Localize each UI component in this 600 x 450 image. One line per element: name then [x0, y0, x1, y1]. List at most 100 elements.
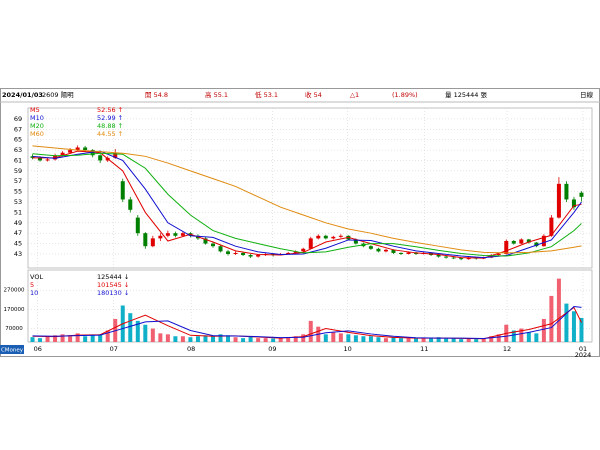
candle-body: [301, 248, 306, 252]
y-tick-label: 69: [14, 115, 22, 123]
legend-value: 52.56 ↑: [97, 106, 123, 114]
header-field: △1: [350, 91, 359, 99]
header-field: 日線: [580, 90, 594, 99]
vol-ma-line: [32, 306, 582, 340]
x-tick-label: 09: [268, 345, 276, 353]
candle-body: [338, 235, 343, 237]
volume-bar: [556, 278, 561, 342]
candle-body: [444, 256, 449, 258]
volume-bar: [233, 337, 238, 342]
candle-body: [210, 243, 215, 247]
y-tick-label: 55: [14, 188, 22, 196]
candle-body: [308, 238, 313, 249]
volume-bar: [241, 338, 246, 342]
x-tick-label: 07: [110, 345, 118, 353]
header-field: 量 125444 張: [445, 91, 487, 99]
x-tick-label: 06: [34, 345, 42, 353]
candle-body: [158, 235, 163, 239]
volume-bar: [293, 336, 298, 342]
volume-bar: [421, 338, 426, 342]
volume-bar: [481, 338, 486, 342]
legend-value: 52.99 ↑: [97, 114, 123, 122]
candle-body: [143, 233, 148, 247]
volume-bar: [83, 336, 88, 342]
candle-body: [256, 255, 261, 257]
vol-legend-value: 101545 ↓: [97, 281, 129, 289]
candle-body: [579, 192, 584, 197]
volume-bar: [496, 334, 501, 342]
candle-body: [466, 257, 471, 260]
header-field: 開 54.8: [145, 91, 168, 99]
volume-bar: [459, 339, 464, 342]
candle-body: [45, 159, 50, 161]
y-tick-label: 43: [14, 250, 22, 258]
candle-body: [368, 246, 373, 249]
volume-bar: [541, 318, 546, 342]
volume-bar: [489, 336, 494, 342]
header-field: 收 54: [305, 90, 322, 99]
ma-line: [32, 150, 582, 259]
candle-body: [549, 217, 554, 236]
ma-line: [32, 145, 582, 254]
y-tick-label: 63: [14, 146, 22, 154]
candle-body: [165, 233, 170, 236]
candle-body: [75, 147, 80, 151]
vol-legend-name: 5: [30, 281, 34, 289]
vol-legend-value: 180130 ↓: [97, 289, 129, 297]
volume-bar: [338, 333, 343, 342]
candle-body: [90, 150, 95, 156]
volume-bar: [511, 330, 516, 342]
candle-body: [323, 235, 328, 239]
legend-name: M60: [30, 130, 44, 138]
vol-legend-name: VOL: [30, 273, 43, 281]
candle-body: [541, 235, 546, 247]
volume-bar: [188, 337, 193, 342]
volume-bar: [263, 338, 268, 342]
badge-text: CMoney: [1, 347, 24, 353]
candle-body: [556, 183, 561, 218]
volume-bar: [571, 311, 576, 342]
candle-body: [526, 239, 531, 243]
legend-name: M5: [30, 106, 40, 114]
candle-body: [519, 239, 524, 244]
volume-bar: [143, 324, 148, 342]
y-tick-label: 59: [14, 167, 22, 175]
y-tick-label: 61: [14, 156, 22, 164]
candle-body: [68, 150, 73, 153]
volume-bar: [150, 328, 155, 342]
candle-body: [120, 181, 125, 200]
candle-body: [38, 157, 43, 161]
chart-frame: [0, 88, 600, 357]
legend-name: M10: [30, 114, 44, 122]
volume-bar: [534, 333, 539, 342]
candle-body: [406, 252, 411, 254]
candle-body: [496, 253, 501, 256]
x-tick-label: 01: [579, 345, 587, 353]
candle-body: [564, 183, 569, 200]
y-tick-label: 57: [14, 177, 22, 185]
volume-bar: [218, 334, 223, 342]
volume-bar: [173, 336, 178, 342]
candle-body: [241, 252, 246, 256]
volume-bar: [368, 336, 373, 342]
candle-body: [248, 255, 253, 257]
vol-tick-label: 170000: [4, 307, 25, 313]
candle-body: [113, 152, 118, 158]
x-tick-label: 12: [503, 345, 511, 353]
volume-bar: [414, 338, 419, 342]
volume-bar: [549, 295, 554, 342]
volume-bar: [45, 336, 50, 342]
candle-body: [331, 236, 336, 239]
volume-bar: [579, 317, 584, 342]
candle-body: [286, 252, 291, 254]
candle-body: [60, 152, 65, 156]
volume-bar: [98, 334, 103, 342]
volume-bar: [331, 332, 336, 342]
volume-bar: [526, 332, 531, 342]
volume-bar: [353, 335, 358, 342]
y-tick-label: 45: [14, 240, 22, 248]
y-tick-label: 67: [14, 125, 22, 133]
header-field: 高 55.1: [205, 90, 228, 99]
legend-value: 44.55 ↑: [97, 130, 123, 138]
vol-tick-label: 270000: [4, 288, 25, 294]
